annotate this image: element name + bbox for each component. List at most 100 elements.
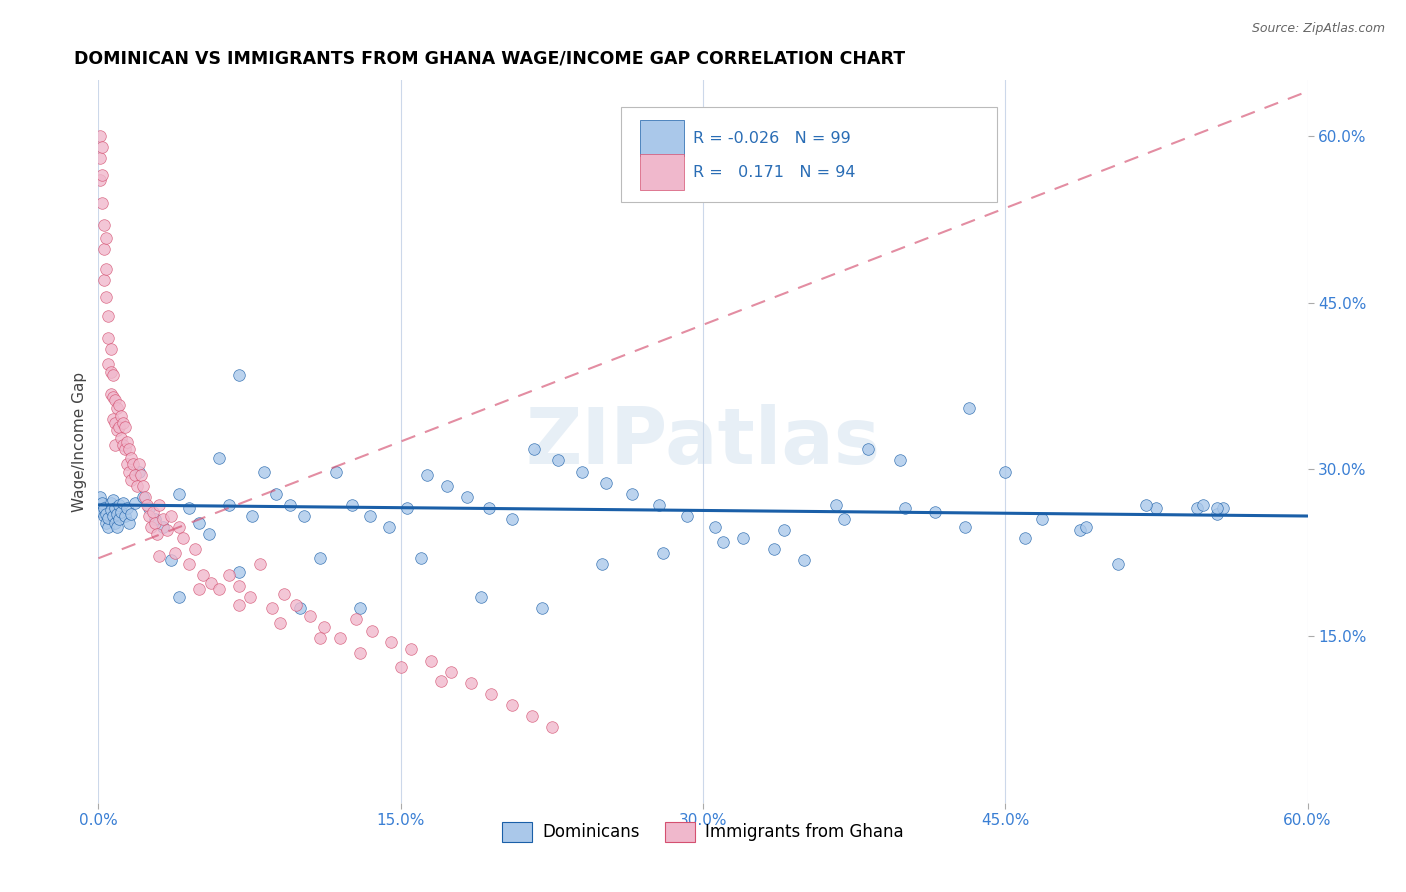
Point (103, 501, 125, 516)
Point (481, 687, 503, 701)
Point (278, 498, 301, 512)
Point (124, 496, 146, 510)
Point (520, 709, 543, 723)
Point (540, 720, 562, 734)
Point (111, 496, 134, 510)
Point (762, 542, 785, 557)
Point (389, 660, 412, 674)
Point (115, 457, 138, 471)
Point (1031, 512, 1053, 526)
Point (132, 479, 155, 493)
Point (793, 553, 815, 567)
Point (89, 490, 111, 504)
Point (309, 551, 332, 566)
Point (733, 531, 755, 545)
Point (114, 420, 136, 434)
Point (1185, 501, 1208, 516)
Point (314, 620, 336, 634)
Point (430, 673, 453, 688)
Point (100, 503, 122, 517)
Point (139, 520, 162, 534)
Point (91, 168, 114, 182)
Point (93, 508, 115, 523)
Point (163, 546, 186, 560)
Point (957, 401, 980, 416)
Point (218, 568, 240, 582)
Point (1191, 498, 1213, 512)
Point (93, 273, 115, 287)
Point (93, 242, 115, 256)
Point (832, 512, 855, 526)
Point (239, 590, 262, 604)
Point (325, 465, 347, 479)
Point (97, 331, 120, 345)
Point (416, 467, 439, 482)
Point (120, 474, 142, 488)
Point (142, 505, 165, 519)
Text: DOMINICAN VS IMMIGRANTS FROM GHANA WAGE/INCOME GAP CORRELATION CHART: DOMINICAN VS IMMIGRANTS FROM GHANA WAGE/… (75, 50, 905, 68)
Point (96, 507, 118, 521)
Point (125, 479, 148, 493)
Point (101, 368, 124, 382)
Point (228, 579, 250, 593)
Point (103, 393, 125, 408)
Point (240, 508, 263, 523)
Point (100, 386, 122, 401)
Point (1014, 531, 1036, 545)
Point (188, 516, 211, 530)
Point (361, 624, 384, 638)
Point (299, 609, 322, 624)
Point (200, 575, 222, 590)
Point (470, 590, 492, 604)
Point (440, 665, 463, 679)
Point (228, 368, 250, 382)
Point (858, 442, 880, 457)
Point (523, 442, 546, 457)
Point (1107, 557, 1129, 571)
Point (101, 412, 124, 426)
Point (93, 218, 115, 232)
Point (269, 615, 291, 630)
Point (1206, 507, 1229, 521)
Point (143, 512, 166, 526)
Point (134, 490, 156, 504)
Point (101, 508, 124, 523)
Point (97, 309, 120, 323)
Point (889, 453, 911, 467)
Point (436, 479, 458, 493)
Point (105, 401, 128, 416)
Point (97, 520, 120, 534)
Legend: Dominicans, Immigrants from Ghana: Dominicans, Immigrants from Ghana (496, 815, 910, 848)
Point (260, 601, 283, 615)
Point (420, 653, 443, 667)
Point (110, 409, 132, 423)
Point (89, 151, 111, 165)
Point (711, 534, 734, 549)
Point (96, 231, 118, 245)
Point (409, 551, 432, 566)
Point (167, 487, 190, 501)
Point (825, 498, 848, 512)
Point (377, 520, 399, 534)
Point (132, 490, 155, 504)
Point (124, 467, 146, 482)
Point (96, 516, 118, 530)
Point (89, 173, 111, 187)
Point (344, 612, 367, 626)
Point (160, 508, 183, 523)
Point (167, 590, 190, 604)
Point (105, 424, 128, 438)
Point (97, 357, 120, 371)
Point (621, 487, 644, 501)
Text: R =   0.171   N = 94: R = 0.171 N = 94 (693, 164, 856, 179)
Point (114, 508, 136, 523)
Point (1212, 501, 1234, 516)
Point (143, 516, 166, 530)
Point (198, 526, 221, 541)
Point (114, 442, 136, 457)
Point (146, 526, 169, 541)
Point (107, 398, 129, 412)
Point (501, 512, 523, 526)
Point (349, 601, 371, 615)
Point (184, 542, 207, 557)
